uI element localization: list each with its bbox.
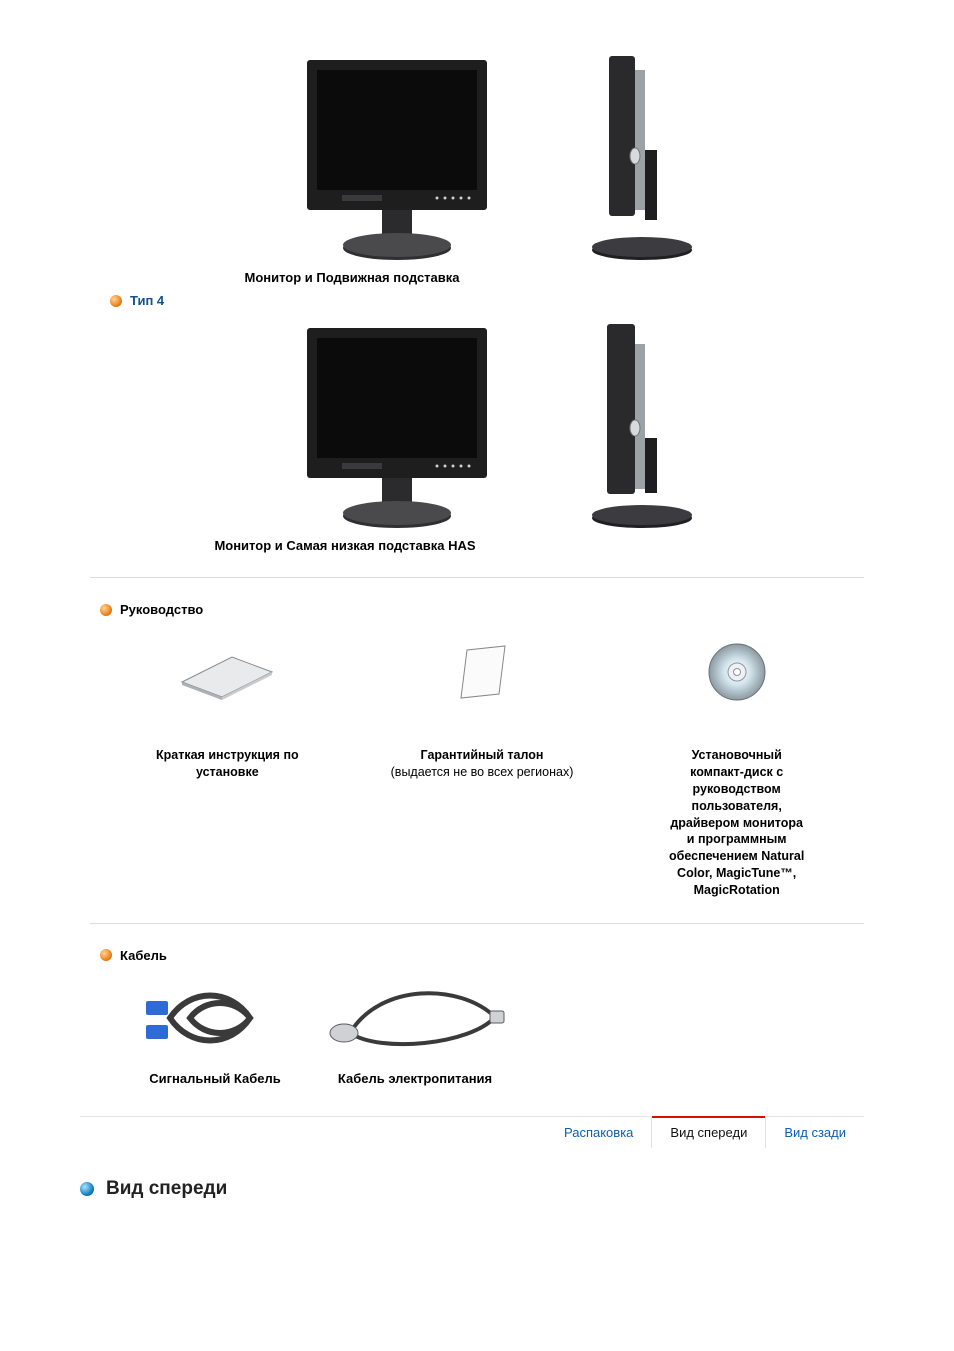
manual-items-row: Краткая инструкция по установке Гарантий… (110, 637, 854, 899)
monitor-side-illustration (557, 318, 697, 528)
power-cable-illustration (320, 983, 510, 1053)
cable-label-text: Кабель (120, 948, 167, 963)
main-heading: Вид спереди (80, 1178, 874, 1200)
tab-unpack[interactable]: Распаковка (546, 1117, 651, 1148)
bullet-icon (80, 1182, 94, 1196)
quick-guide-illustration (172, 637, 282, 707)
caption-sliding-stand: Монитор и Подвижная подставка (0, 270, 874, 285)
signal-cable-caption: Сигнальный Кабель (149, 1071, 281, 1086)
cable-section-label: Кабель (100, 948, 874, 963)
product-group-sliding-stand (120, 50, 874, 260)
manual-section-label: Руководство (100, 602, 874, 617)
manual-item-warranty: Гарантийный талон (выдается не во всех р… (365, 637, 600, 899)
cd-illustration (705, 637, 769, 707)
type4-label: Тип 4 (110, 293, 874, 308)
product-group-has-stand (120, 318, 874, 528)
cable-items-row: Сигнальный Кабель Кабель электропитания (140, 983, 874, 1086)
monitor-front-illustration (297, 318, 497, 528)
manual-label-text: Руководство (120, 602, 203, 617)
cable-item-signal: Сигнальный Кабель (140, 983, 290, 1086)
monitor-side-illustration (557, 50, 697, 260)
divider (90, 923, 864, 924)
cd-caption: Установочный компакт-диск с руководством… (669, 747, 804, 899)
bullet-icon (100, 604, 112, 616)
main-heading-text: Вид спереди (106, 1178, 227, 1200)
type4-text: Тип 4 (130, 293, 164, 308)
monitor-front-illustration (297, 50, 497, 260)
cable-item-power: Кабель электропитания (320, 983, 510, 1086)
manual-item-quick-guide: Краткая инструкция по установке (110, 637, 345, 899)
bullet-icon (100, 949, 112, 961)
warranty-caption: Гарантийный талон (выдается не во всех р… (391, 747, 574, 781)
warranty-illustration (447, 637, 517, 707)
divider (90, 577, 864, 578)
signal-cable-illustration (140, 983, 290, 1053)
manual-item-cd: Установочный компакт-диск с руководством… (619, 637, 854, 899)
tab-rear-view[interactable]: Вид сзади (765, 1117, 864, 1148)
quick-guide-caption: Краткая инструкция по установке (156, 747, 299, 781)
tab-front-view[interactable]: Вид спереди (651, 1117, 765, 1148)
caption-has-stand: Монитор и Самая низкая подставка HAS (185, 538, 505, 553)
view-tabs: Распаковка Вид спереди Вид сзади (80, 1116, 864, 1148)
power-cable-caption: Кабель электропитания (338, 1071, 492, 1086)
bullet-icon (110, 295, 122, 307)
